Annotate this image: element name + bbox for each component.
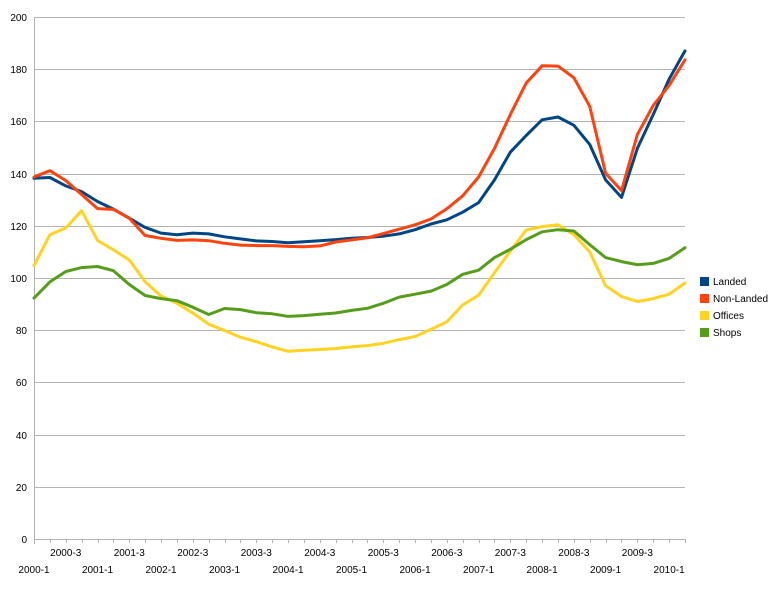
y-tick-label: 0 — [21, 535, 27, 546]
series-line-non-landed — [32, 58, 687, 249]
x-tick-label: 2008-1 — [527, 565, 559, 576]
x-tick-label: 2009-1 — [590, 565, 622, 576]
series-line-landed — [32, 49, 687, 245]
y-tick-label: 20 — [16, 483, 28, 494]
y-axis-tick-labels: 0 20 40 60 80 100 120 140 160 180 200 — [10, 13, 27, 546]
x-tick-label: 2007-3 — [495, 548, 527, 559]
legend-swatch — [700, 328, 709, 337]
legend-swatch — [700, 311, 709, 320]
gridlines — [34, 17, 685, 540]
legend-label: Shops — [713, 328, 741, 339]
legend-label: Offices — [713, 311, 744, 322]
x-tick-label: 2003-1 — [209, 565, 241, 576]
legend-swatch — [700, 277, 709, 286]
legend-label: Landed — [713, 277, 746, 288]
x-tick-label: 2007-1 — [463, 565, 495, 576]
x-tick-label: 2010-1 — [654, 565, 686, 576]
y-tick-label: 160 — [10, 117, 27, 128]
y-tick-label: 60 — [16, 378, 28, 389]
y-tick-label: 80 — [16, 326, 28, 337]
y-tick-label: 200 — [10, 13, 27, 24]
x-tick-label: 2001-1 — [82, 565, 114, 576]
x-tick-label: 2000-1 — [18, 565, 50, 576]
x-axis-tick-labels: 2000-3 2001-3 2002-3 2003-3 2004-3 2005-3 2006… — [18, 548, 685, 576]
x-tick-label: 2003-3 — [241, 548, 273, 559]
legend-swatch — [700, 294, 709, 303]
x-tick-label: 2000-3 — [50, 548, 82, 559]
x-tick-label: 2006-1 — [400, 565, 432, 576]
x-tick-label: 2002-1 — [145, 565, 177, 576]
x-tick-label: 2006-3 — [431, 548, 463, 559]
y-tick-label: 140 — [10, 170, 27, 181]
x-tick-label: 2009-3 — [622, 548, 654, 559]
y-tick-label: 100 — [10, 274, 27, 285]
legend: Landed Non-Landed Offices Shops — [700, 277, 768, 339]
x-tick-label: 2005-1 — [336, 565, 368, 576]
x-tick-label: 2005-3 — [368, 548, 400, 559]
x-tick-label: 2001-3 — [114, 548, 146, 559]
series-lines — [32, 49, 687, 353]
series-line-shops — [32, 228, 687, 318]
legend-label: Non-Landed — [713, 294, 768, 305]
series-line-offices — [32, 209, 687, 353]
x-tick-label: 2008-3 — [558, 548, 590, 559]
axes — [34, 17, 686, 544]
y-tick-label: 120 — [10, 222, 27, 233]
x-tick-label: 2002-3 — [177, 548, 209, 559]
y-tick-label: 40 — [16, 431, 28, 442]
x-tick-label: 2004-3 — [304, 548, 336, 559]
x-tick-label: 2004-1 — [272, 565, 304, 576]
y-tick-label: 180 — [10, 65, 27, 76]
